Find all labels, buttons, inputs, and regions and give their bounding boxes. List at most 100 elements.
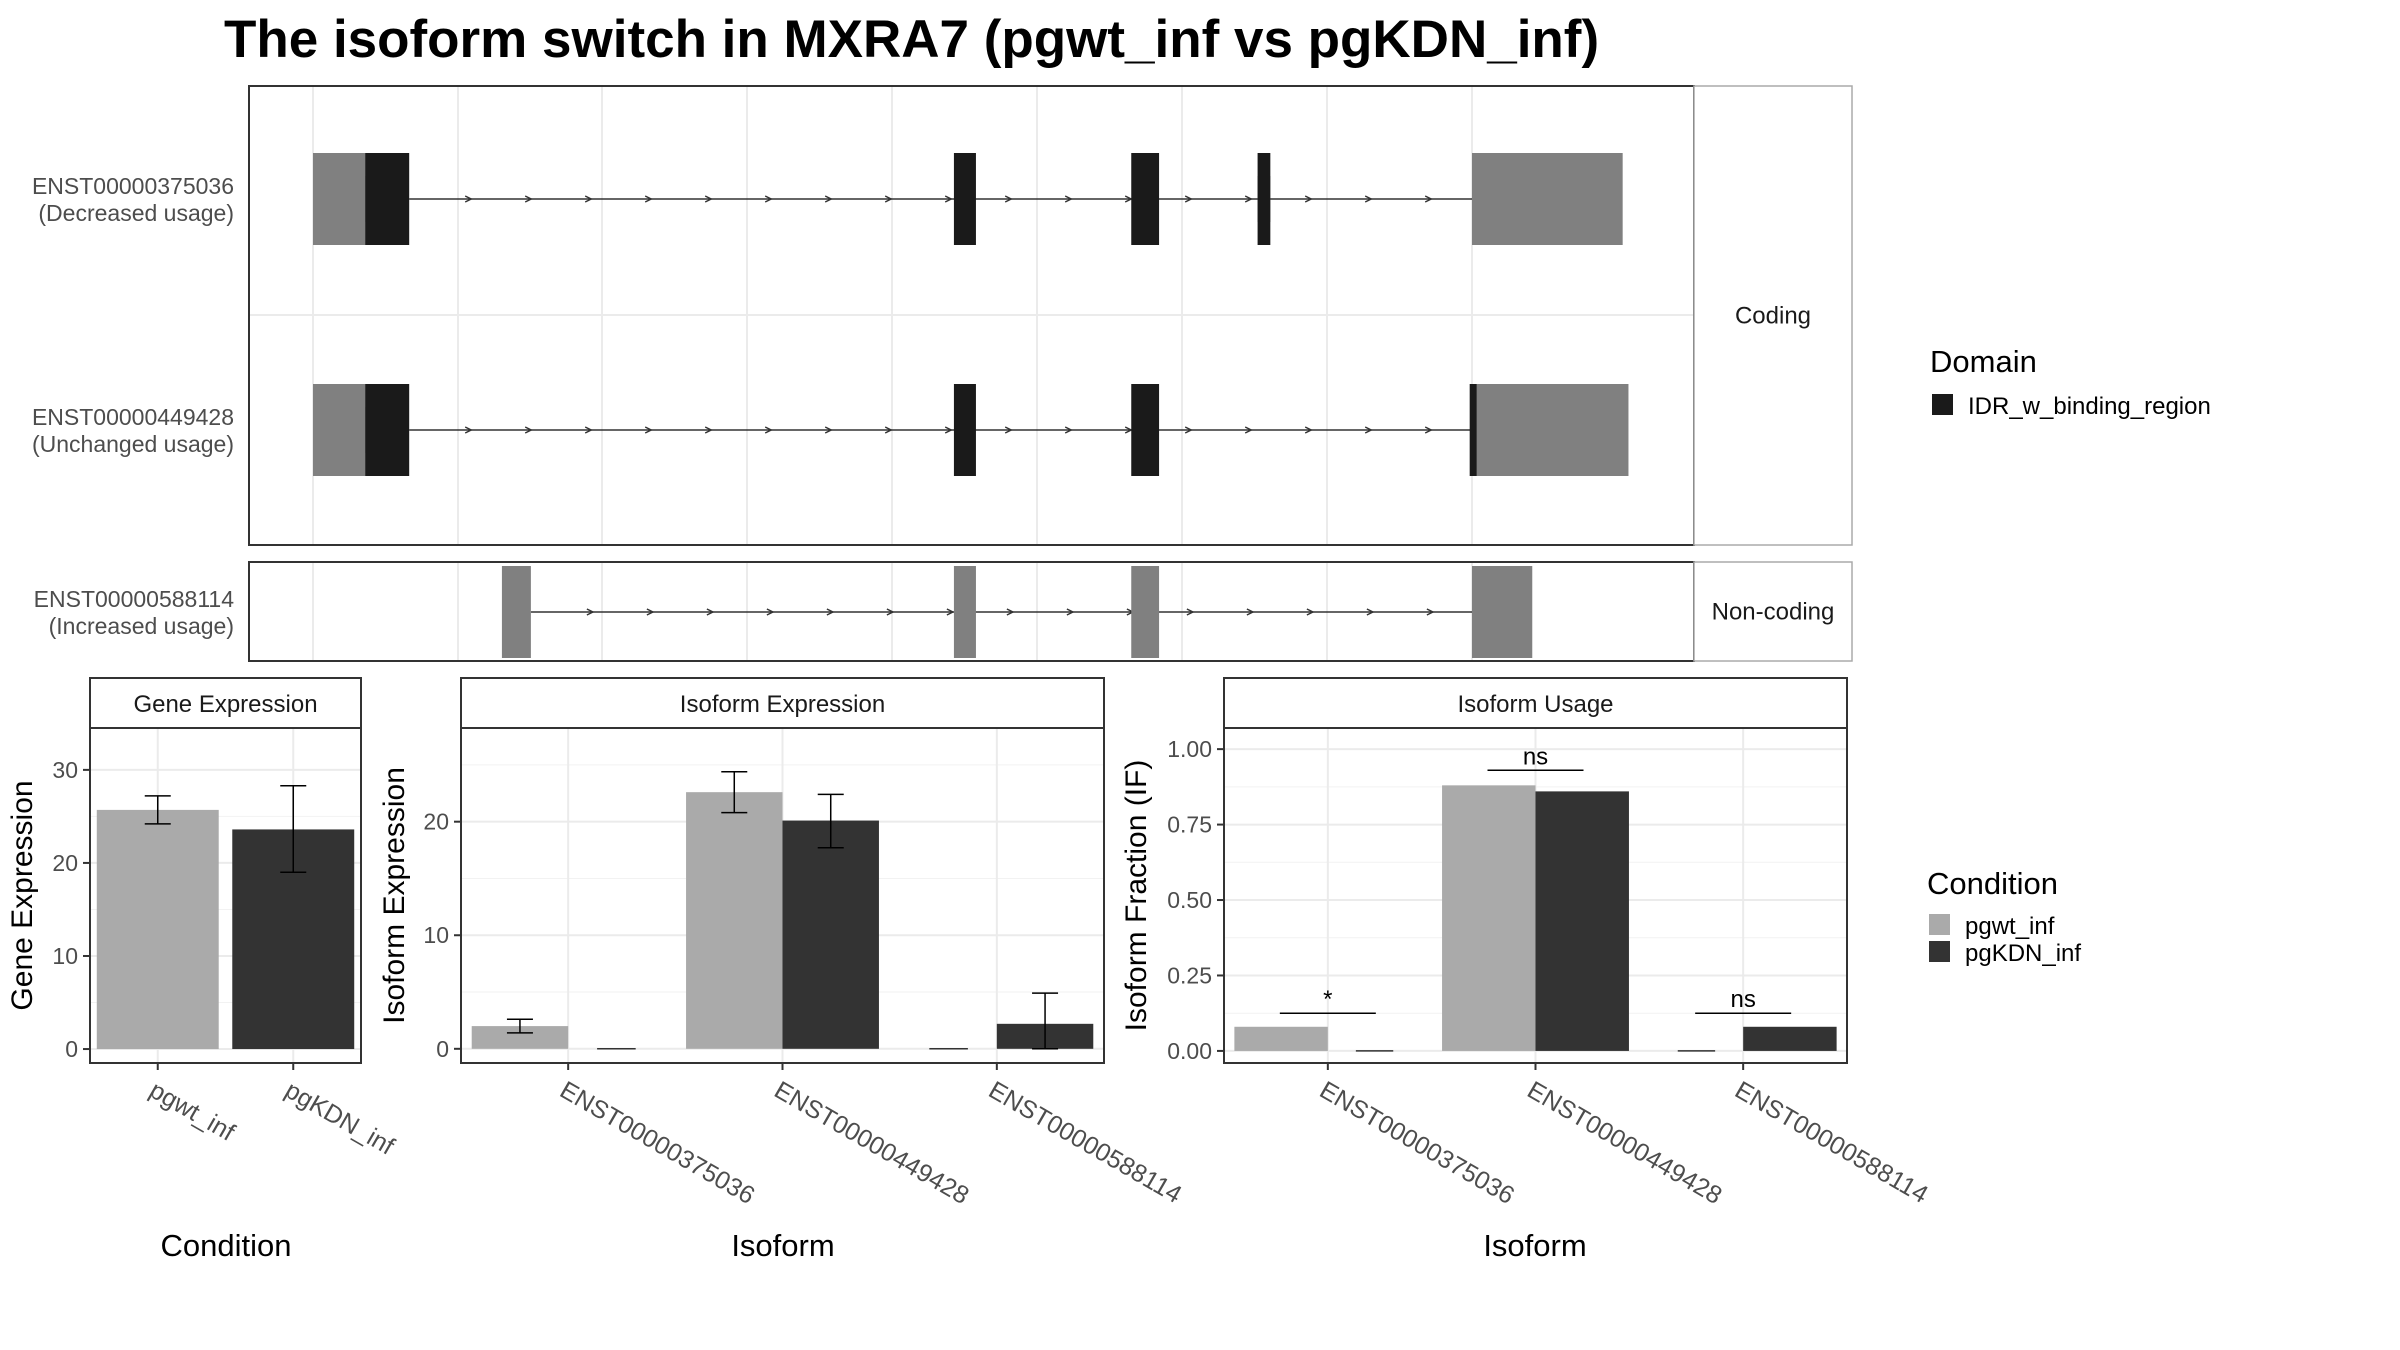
transcript-id-label: ENST00000588114 xyxy=(34,586,235,612)
domain-legend: Domain IDR_w_binding_region xyxy=(1930,344,2211,420)
intron-arrow xyxy=(1424,426,1433,434)
figure-title: The isoform switch in MXRA7 (pgwt_inf vs… xyxy=(224,10,1599,69)
transcript-usage-label: (Unchanged usage) xyxy=(32,431,234,457)
significance-label: ns xyxy=(1730,986,1755,1013)
intron-arrow xyxy=(1066,608,1075,616)
facet-strip-label: Non-coding xyxy=(1712,599,1835,626)
intron-arrow xyxy=(1426,608,1435,616)
noncoding-exon xyxy=(1131,566,1160,658)
bar xyxy=(686,792,783,1049)
intron-arrow xyxy=(764,426,773,434)
intron-arrow xyxy=(464,195,473,203)
intron-arrow xyxy=(1306,608,1315,616)
noncoding-exon xyxy=(953,566,976,658)
intron-arrow xyxy=(1246,608,1255,616)
significance-label: * xyxy=(1323,986,1332,1013)
x-tick-label: ENST00000375036 xyxy=(1315,1076,1519,1210)
intron-arrow xyxy=(764,195,773,203)
intron-arrow xyxy=(884,426,893,434)
y-axis-title: Isoform Fraction (IF) xyxy=(1120,760,1153,1032)
intron-arrow xyxy=(1424,195,1433,203)
y-tick-label: 0.25 xyxy=(1167,962,1212,988)
domain-legend-title: Domain xyxy=(1930,344,2037,379)
intron-arrow xyxy=(1004,426,1013,434)
condition-legend-key-pgwt xyxy=(1929,914,1950,935)
y-tick-label: 0.50 xyxy=(1167,887,1212,913)
domain-legend-label: IDR_w_binding_region xyxy=(1968,393,2211,420)
y-tick-label: 0 xyxy=(65,1036,78,1062)
noncoding-exon xyxy=(501,566,531,658)
condition-legend-label-pgwt: pgwt_inf xyxy=(1965,913,2055,940)
bar xyxy=(1535,791,1629,1051)
intron-arrow xyxy=(584,426,593,434)
x-tick-label: ENST00000375036 xyxy=(555,1076,759,1210)
intron-arrow xyxy=(1124,195,1133,203)
intron-arrow xyxy=(1366,608,1375,616)
panel-strip xyxy=(460,677,1105,729)
panel-strip-title: Gene Expression xyxy=(133,691,317,718)
intron-arrow xyxy=(1064,426,1073,434)
y-tick-label: 0.00 xyxy=(1167,1038,1212,1064)
panel-strip-title: Isoform Expression xyxy=(680,691,885,718)
facet-strip xyxy=(1693,85,1853,546)
panel-border xyxy=(89,727,362,1064)
domain-block xyxy=(953,384,976,476)
intron-arrow xyxy=(826,608,835,616)
y-axis-title: Gene Expression xyxy=(6,780,39,1010)
isoform-usage-panel: Isoform Usage * ns ns 0.00 0.25 0.50 0.75 1.00 EN… xyxy=(1120,677,1933,1263)
condition-legend: Condition pgwt_inf pgKDN_inf xyxy=(1927,866,2081,967)
domain-block xyxy=(1469,384,1477,476)
y-tick-label: 20 xyxy=(52,850,78,876)
intron-arrow xyxy=(944,426,953,434)
y-tick-label: 1.00 xyxy=(1167,736,1212,762)
intron-arrow xyxy=(824,195,833,203)
y-tick-label: 20 xyxy=(423,809,449,835)
y-tick-label: 10 xyxy=(52,943,78,969)
intron-arrow xyxy=(1304,426,1313,434)
intron-arrow xyxy=(524,426,533,434)
significance-label: ns xyxy=(1523,743,1548,770)
panel-strip xyxy=(89,677,362,729)
intron-arrow xyxy=(946,608,955,616)
bar xyxy=(782,820,879,1049)
domain-legend-key xyxy=(1932,394,1953,415)
domain-block xyxy=(1131,153,1160,245)
intron-arrow xyxy=(584,195,593,203)
condition-legend-label-pgkdn: pgKDN_inf xyxy=(1965,940,2081,967)
condition-legend-key-pgkdn xyxy=(1929,941,1950,962)
intron-arrow xyxy=(644,195,653,203)
panel-strip-title: Isoform Usage xyxy=(1457,691,1613,718)
bar xyxy=(1442,785,1536,1051)
intron-arrow xyxy=(824,426,833,434)
transcript-id-label: ENST00000449428 xyxy=(32,404,234,430)
transcript-id-label: ENST00000375036 xyxy=(32,173,234,199)
x-tick-label: pgKDN_inf xyxy=(280,1076,399,1161)
intron-arrow xyxy=(1006,608,1015,616)
bar xyxy=(1743,1026,1837,1051)
intron-arrow xyxy=(1004,195,1013,203)
bar xyxy=(96,809,219,1050)
intron-arrow xyxy=(1364,195,1373,203)
intron-arrow xyxy=(1184,195,1193,203)
x-tick-label: pgwt_inf xyxy=(145,1076,240,1147)
y-tick-label: 0.75 xyxy=(1167,812,1212,838)
intron-arrow xyxy=(884,195,893,203)
intron-arrow xyxy=(706,608,715,616)
intron-arrow xyxy=(1124,426,1133,434)
intron-arrow xyxy=(1244,195,1253,203)
utr-exon xyxy=(1472,384,1629,476)
intron-arrow xyxy=(524,195,533,203)
intron-arrow xyxy=(704,195,713,203)
y-tick-label: 30 xyxy=(52,757,78,783)
utr-exon xyxy=(336,176,366,222)
y-tick-label: 10 xyxy=(423,922,449,948)
x-tick-label: ENST00000449428 xyxy=(1523,1076,1727,1210)
x-axis-title: Isoform xyxy=(731,1228,834,1263)
domain-block xyxy=(953,153,976,245)
transcript-usage-label: (Increased usage) xyxy=(49,613,234,639)
bar xyxy=(1234,1026,1328,1051)
utr-exon xyxy=(1472,153,1623,245)
intron-arrow xyxy=(646,608,655,616)
facet-strip-label: Coding xyxy=(1735,303,1811,330)
intron-arrow xyxy=(464,426,473,434)
